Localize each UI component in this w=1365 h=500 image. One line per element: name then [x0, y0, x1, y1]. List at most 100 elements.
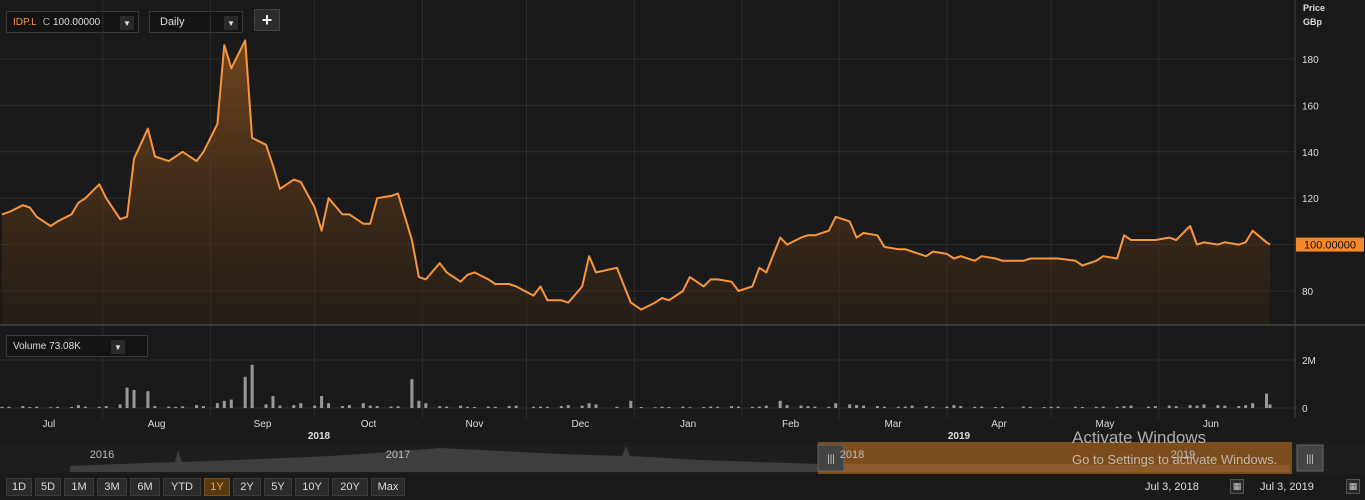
svg-text:100.00000: 100.00000 [1304, 240, 1356, 252]
volume-bar [736, 406, 740, 408]
volume-bars [0, 364, 1272, 408]
interval-label: Daily [160, 16, 185, 28]
navigator-year-2018: 2018 [840, 449, 864, 461]
volume-bar [750, 406, 754, 408]
end-date[interactable]: Jul 3, 2019 [1260, 481, 1314, 493]
month-label: Nov [466, 419, 484, 430]
volume-bar [994, 407, 998, 408]
range-button-max[interactable]: Max [371, 478, 405, 496]
navigator[interactable]: ||| ||| 2016 2017 2018 2019 [0, 442, 1365, 474]
price-axis-ticks: 80100120140160180 [1302, 55, 1319, 298]
volume-bar [445, 406, 449, 408]
volume-bar [848, 404, 852, 408]
volume-bar [174, 406, 178, 408]
start-date[interactable]: Jul 3, 2018 [1145, 481, 1199, 493]
navigator-right-handle[interactable] [1296, 444, 1324, 472]
volume-bar [785, 405, 789, 408]
volume-bar [1115, 406, 1119, 408]
price-chart[interactable]: Price GBp 80100120140160180 100.00000 [0, 0, 1365, 326]
svg-text:|||: ||| [827, 454, 835, 465]
volume-bar [1237, 406, 1241, 408]
volume-bar [167, 406, 171, 408]
volume-bar [959, 406, 963, 408]
range-button-1d[interactable]: 1D [6, 478, 32, 496]
calendar-icon[interactable]: ▦ [1230, 479, 1244, 494]
volume-bar [69, 407, 73, 408]
volume-bar [639, 407, 643, 408]
activate-windows-title: Activate Windows [1072, 428, 1207, 447]
range-button-5y[interactable]: 5Y [264, 478, 292, 496]
range-button-20y[interactable]: 20Y [332, 478, 368, 496]
volume-bar [1129, 405, 1133, 408]
volume-bar [952, 405, 956, 408]
price-axis-unit: GBp [1303, 17, 1323, 27]
navigator-selection[interactable] [818, 442, 1292, 474]
volume-bar [327, 403, 331, 408]
interval-dropdown[interactable]: Daily ▼ [149, 11, 243, 33]
symbol-dropdown[interactable]: IDP.L C 100.00000 ▼ [6, 11, 139, 33]
volume-bar [653, 407, 657, 408]
volume-bar [1094, 406, 1098, 408]
volume-bar [566, 405, 570, 408]
volume-bar [271, 396, 275, 408]
range-button-6m[interactable]: 6M [130, 478, 160, 496]
volume-bar [459, 405, 463, 408]
volume-bar [1028, 406, 1032, 408]
volume-bar [97, 406, 101, 408]
volume-bar [375, 406, 379, 408]
range-button-1y[interactable]: 1Y [204, 478, 230, 496]
volume-bar [532, 406, 536, 408]
volume-tick-max: 2M [1302, 356, 1316, 367]
volume-bar [973, 406, 977, 408]
volume-bar [709, 406, 713, 408]
volume-bar [945, 406, 949, 408]
volume-dropdown[interactable]: Volume 73.08K ▼ [6, 335, 148, 357]
month-label: Dec [572, 419, 590, 430]
volume-bar [229, 399, 233, 408]
navigator-year-2017: 2017 [386, 449, 410, 461]
range-button-5d[interactable]: 5D [35, 478, 61, 496]
volume-bar [799, 405, 803, 408]
month-label: Sep [254, 419, 272, 430]
volume-legend: Volume 73.08K [13, 340, 81, 352]
volume-bar [0, 406, 4, 408]
price-tick-label: 80 [1302, 287, 1314, 298]
volume-bar [903, 406, 907, 408]
volume-bar [587, 403, 591, 408]
volume-bar [320, 396, 324, 408]
month-label: Jan [680, 419, 696, 430]
range-button-3m[interactable]: 3M [97, 478, 127, 496]
range-button-10y[interactable]: 10Y [295, 478, 329, 496]
volume-chart[interactable]: 2M 0 [0, 326, 1365, 420]
volume-bar [195, 405, 199, 408]
range-button-ytd[interactable]: YTD [163, 478, 201, 496]
volume-bar [438, 406, 442, 408]
activate-windows-subtitle: Go to Settings to activate Windows. [1072, 452, 1278, 467]
volume-bar [660, 406, 664, 408]
month-label: Mar [884, 419, 902, 430]
volume-bar [201, 406, 205, 408]
volume-bar [980, 406, 984, 408]
volume-bar [417, 400, 421, 408]
range-button-1m[interactable]: 1M [64, 478, 94, 496]
volume-bar [396, 406, 400, 408]
add-study-button[interactable]: + [254, 9, 280, 31]
volume-bar [313, 405, 317, 408]
volume-bar [76, 405, 80, 408]
volume-bar [1021, 406, 1025, 408]
volume-bar [855, 405, 859, 408]
navigator-left-handle[interactable] [817, 444, 845, 472]
volume-bar [834, 403, 838, 408]
month-label: Oct [361, 419, 377, 430]
range-button-2y[interactable]: 2Y [233, 478, 261, 496]
volume-bar [1073, 406, 1077, 408]
month-label: Aug [148, 419, 166, 430]
volume-bar [28, 407, 32, 408]
volume-bar [1153, 406, 1157, 408]
svg-text:|||: ||| [1306, 454, 1314, 465]
year-label-2019: 2019 [948, 431, 971, 442]
calendar-icon[interactable]: ▦ [1346, 479, 1360, 494]
volume-bar [493, 406, 497, 408]
price-tick-label: 180 [1302, 55, 1319, 66]
volume-bar [83, 406, 87, 408]
